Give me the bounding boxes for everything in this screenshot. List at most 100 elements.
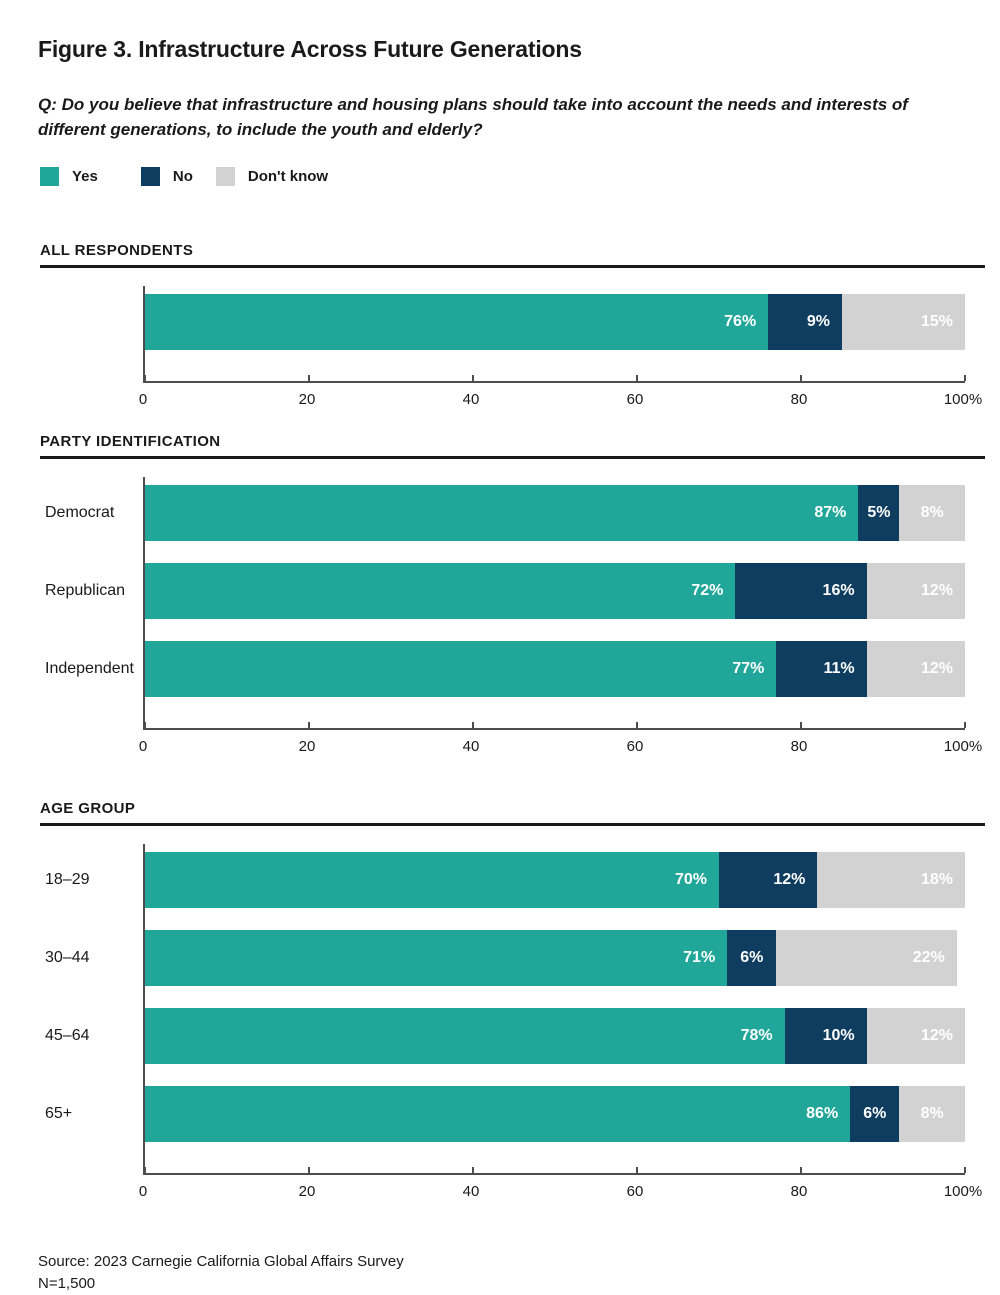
category-label: Republican [45, 582, 126, 599]
bar-segment-no: 16% [735, 563, 867, 619]
bar-row: 45–64 78% 10% 12% [45, 1008, 965, 1064]
axis-tick [800, 375, 802, 381]
value-label: 78% [740, 1027, 773, 1044]
axis-tick [472, 375, 474, 381]
value-label: 8% [920, 1105, 944, 1122]
value-label: 12% [920, 582, 953, 599]
category-label: 30–44 [45, 949, 90, 966]
axis-tick-label: 100% [943, 738, 983, 755]
legend-item-no: No [140, 167, 193, 186]
bar-segment-don-t-know: 12% [866, 1008, 965, 1064]
axis-tick [964, 1167, 966, 1173]
bar-row: Republican 72% 16% 12% [45, 563, 965, 619]
bar-segment-no: 12% [719, 852, 818, 908]
bar-segment-no: 11% [776, 641, 867, 697]
value-label: 87% [814, 504, 847, 521]
value-label: 6% [740, 949, 764, 966]
axis-tick [964, 722, 966, 728]
value-label: 12% [773, 871, 806, 888]
source-block: Source: 2023 Carnegie California Global … [38, 1251, 985, 1295]
bar-segment-yes: 87% [145, 485, 859, 541]
legend-label: No [172, 168, 193, 185]
legend-item-don-t-know: Don't know [215, 167, 328, 186]
axis-tick [800, 1167, 802, 1173]
axis-tick-label: 60 [626, 1183, 644, 1200]
value-label: 77% [732, 660, 765, 677]
value-label: 70% [674, 871, 707, 888]
axis-tick [472, 1167, 474, 1173]
value-label: 16% [822, 582, 855, 599]
legend-item-yes: Yes [40, 167, 98, 186]
bar-segment-no: 5% [858, 485, 900, 541]
axis-tick-label: 60 [626, 391, 644, 408]
bar-segment-don-t-know: 12% [866, 563, 965, 619]
value-label: 72% [691, 582, 724, 599]
axis-tick [636, 375, 638, 381]
axis-tick-label: 0 [138, 1183, 148, 1200]
category-label: 65+ [45, 1105, 73, 1122]
plot-area: 76% 9% 15% [143, 286, 966, 383]
value-label: 15% [920, 313, 953, 330]
bar-row: Independent 77% 11% 12% [45, 641, 965, 697]
value-label: 86% [806, 1105, 839, 1122]
section-heading: AGE GROUP [40, 800, 985, 826]
axis-tick-label: 80 [790, 391, 808, 408]
x-axis-labels: 0 20 40 60 80 100% [139, 391, 982, 411]
bar-segment-no: 9% [768, 294, 842, 350]
plot-area: Democrat 87% 5% 8% Republican 72% 16% 12% Indepe… [45, 477, 966, 730]
axis-tick-label: 80 [790, 738, 808, 755]
bar-segment-don-t-know: 12% [866, 641, 965, 697]
category-label: 45–64 [45, 1027, 90, 1044]
axis-tick [144, 1167, 146, 1173]
section-heading: PARTY IDENTIFICATION [40, 433, 985, 459]
axis-tick [308, 1167, 310, 1173]
axis-tick-label: 40 [462, 1183, 480, 1200]
bar-segment-no: 10% [784, 1008, 867, 1064]
axis-tick [308, 722, 310, 728]
value-label: 76% [724, 313, 757, 330]
plot-area: 18–29 70% 12% 18% 30–44 71% 6% 22% 45–64 78% 10% 12… [45, 844, 966, 1175]
category-label: Democrat [45, 504, 115, 521]
axis-tick-label: 100% [943, 391, 983, 408]
axis-tick-label: 20 [298, 391, 316, 408]
bar-row: 18–29 70% 12% 18% [45, 852, 965, 908]
bar-segment-yes: 71% [145, 930, 728, 986]
chart-section-party-identification: PARTY IDENTIFICATION Democrat 87% 5% 8% Repu… [40, 433, 985, 758]
axis-tick [636, 722, 638, 728]
value-label: 9% [806, 313, 830, 330]
axis-tick [964, 375, 966, 381]
bar-segment-yes: 70% [145, 852, 719, 908]
value-label: 71% [683, 949, 716, 966]
bar-segment-don-t-know: 18% [817, 852, 965, 908]
axis-tick-label: 40 [462, 738, 480, 755]
value-label: 12% [920, 660, 953, 677]
value-label: 11% [823, 660, 855, 677]
axis-tick-label: 20 [298, 1183, 316, 1200]
value-label: 6% [863, 1105, 887, 1122]
axis-tick-label: 0 [138, 391, 148, 408]
x-axis-labels: 0 20 40 60 80 100% [139, 1183, 982, 1203]
axis-tick-label: 100% [943, 1183, 983, 1200]
bar-row: 30–44 71% 6% 22% [45, 930, 965, 986]
legend: Yes No Don't know [40, 167, 1000, 186]
source-line: Source: 2023 Carnegie California Global … [38, 1253, 404, 1270]
bar-segment-no: 6% [850, 1086, 900, 1142]
chart-section-age-group: AGE GROUP 18–29 70% 12% 18% 30–44 71% 6% 22% 45–… [40, 800, 985, 1203]
figure-page: Figure 3. Infrastructure Across Future G… [0, 36, 1000, 1292]
bar-segment-don-t-know: 15% [841, 294, 965, 350]
axis-tick [472, 722, 474, 728]
bar-segment-no: 6% [727, 930, 777, 986]
survey-question: Q: Do you believe that infrastructure an… [38, 95, 908, 139]
value-label: 8% [920, 504, 944, 521]
axis-tick-label: 80 [790, 1183, 808, 1200]
legend-swatch-no [140, 167, 160, 186]
bar-segment-yes: 86% [145, 1086, 851, 1142]
bar-segment-don-t-know: 8% [899, 1086, 965, 1142]
value-label: 5% [867, 504, 891, 521]
axis-tick [144, 722, 146, 728]
bar-segment-yes: 76% [145, 294, 769, 350]
axis-tick [636, 1167, 638, 1173]
legend-swatch-yes [40, 167, 59, 186]
bar-row: 76% 9% 15% [145, 294, 965, 350]
axis-tick [144, 375, 146, 381]
